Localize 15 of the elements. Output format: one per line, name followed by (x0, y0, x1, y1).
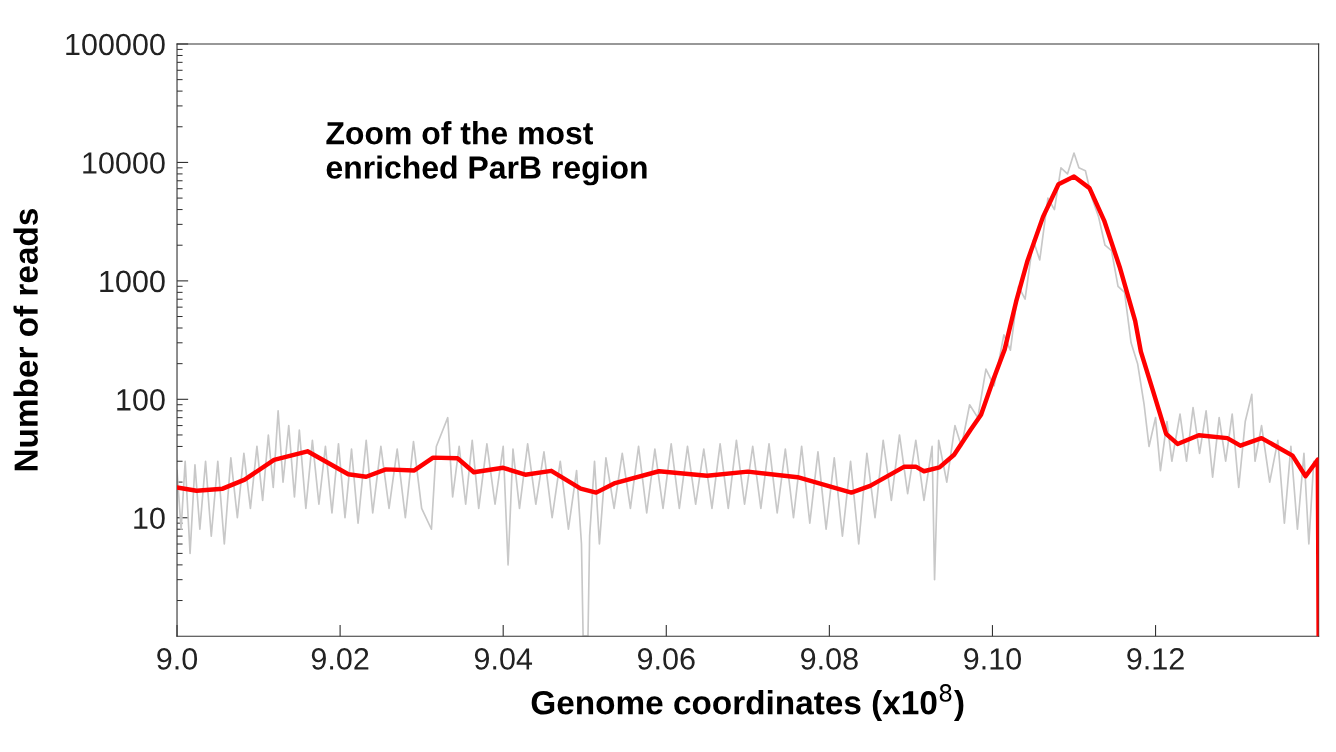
y-axis-title: Number of reads (13, 209, 38, 471)
x-tick-label: 9.0 (157, 648, 198, 670)
x-tick-label: 9.10 (964, 648, 1021, 670)
y-tick-label: 100000 (66, 33, 165, 56)
y-tick-label: 100 (117, 389, 165, 411)
y-tick-label: 1000 (100, 270, 165, 293)
x-tick-label: 9.04 (474, 648, 533, 670)
x-tick-label: 9.02 (311, 648, 369, 670)
x-axis-title: Genome coordinates (x10$^{8}$) (531, 684, 964, 722)
y-tick-label: 10 (134, 507, 165, 530)
y-tick-label: 10000 (83, 152, 165, 174)
x-tick-label: 9.12 (1127, 648, 1184, 670)
x-tick-label: 9.06 (637, 648, 695, 670)
annotation: Zoom of the most enriched ParB region (326, 120, 647, 186)
x-tick-label: 9.08 (801, 648, 858, 670)
